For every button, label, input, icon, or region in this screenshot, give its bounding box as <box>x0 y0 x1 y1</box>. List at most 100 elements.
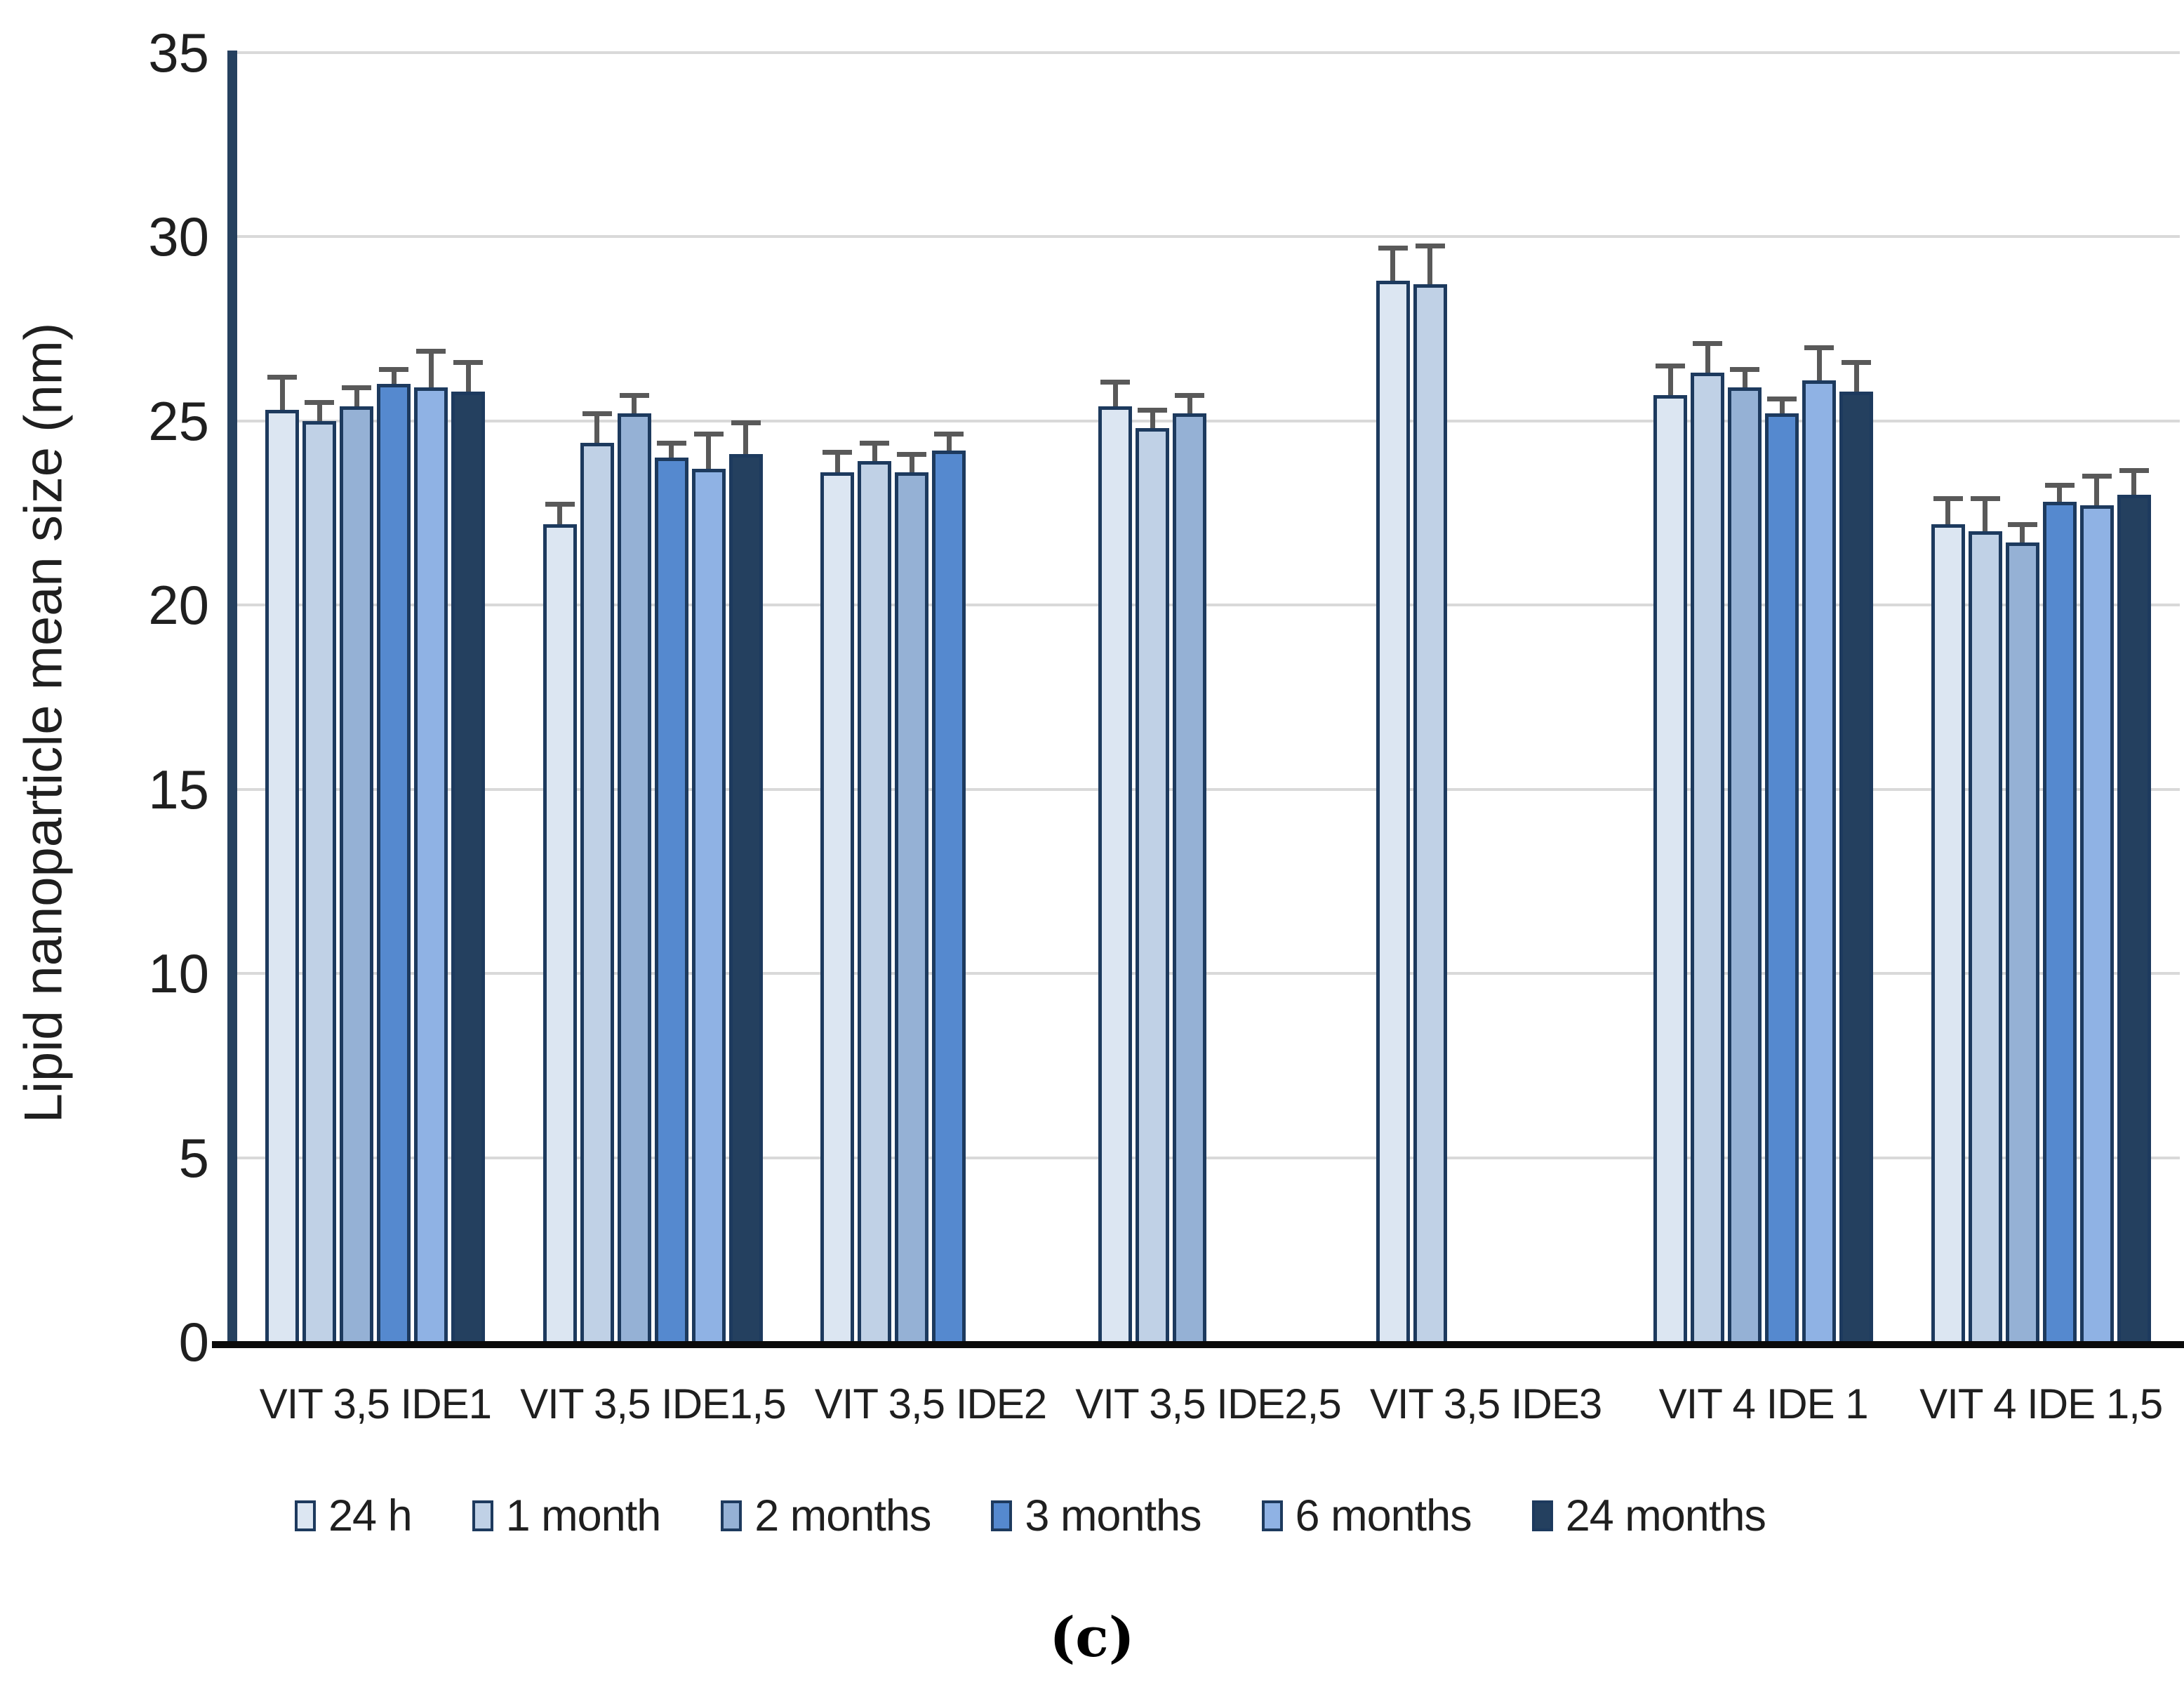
error-bar-cap <box>545 501 575 507</box>
error-bar-cap <box>267 374 298 380</box>
legend-item: 24 months <box>1531 1491 1766 1541</box>
bar <box>451 391 486 1345</box>
error-bar-cap <box>305 400 335 406</box>
error-bar-cap <box>1100 380 1130 385</box>
bar <box>302 420 337 1345</box>
gridline <box>237 1156 2180 1159</box>
bar <box>858 461 892 1345</box>
error-bar-cap <box>860 441 890 446</box>
error-bar-cap <box>693 431 724 437</box>
error-bar-cap <box>582 411 612 416</box>
error-bar-whisker <box>1705 343 1710 373</box>
x-category-label: VIT 3,5 IDE1 <box>259 1380 492 1427</box>
error-bar-whisker <box>279 376 285 410</box>
x-category-label: VIT 3,5 IDE1,5 <box>520 1380 786 1427</box>
gridline <box>237 235 2180 238</box>
error-bar-whisker <box>909 453 914 472</box>
error-bar-whisker <box>1742 369 1747 388</box>
error-bar-cap <box>731 420 761 426</box>
x-axis-line <box>212 1341 2184 1348</box>
error-bar-whisker <box>428 350 434 388</box>
error-bar-cap <box>2007 521 2037 527</box>
error-bar-whisker <box>1390 247 1396 281</box>
error-bar-whisker <box>557 503 563 524</box>
error-bar-whisker <box>1112 382 1118 406</box>
bar <box>1173 413 1206 1345</box>
error-bar-cap <box>1175 392 1204 398</box>
error-bar-cap <box>897 451 927 457</box>
legend-swatch <box>1261 1500 1283 1531</box>
error-bar-whisker <box>2057 485 2063 502</box>
error-bar-whisker <box>706 433 712 469</box>
bar <box>377 384 411 1345</box>
bar <box>2079 505 2114 1345</box>
bar <box>1968 531 2002 1345</box>
y-axis-line <box>227 51 237 1346</box>
bar <box>2005 542 2039 1345</box>
error-bar-cap <box>2082 474 2112 479</box>
error-bar-cap <box>656 441 686 446</box>
y-tick-label: 15 <box>148 758 209 820</box>
error-bar-whisker <box>1945 498 1951 524</box>
bar <box>728 453 763 1345</box>
bar <box>1413 284 1447 1345</box>
bar <box>820 472 855 1345</box>
gridline <box>237 787 2180 791</box>
error-bar-whisker <box>2020 524 2025 542</box>
error-bar-whisker <box>946 433 952 451</box>
legend-item: 3 months <box>991 1491 1202 1541</box>
error-bar-whisker <box>317 402 322 421</box>
legend-label: 24 h <box>328 1491 413 1540</box>
legend-item: 2 months <box>721 1491 931 1541</box>
y-tick-label: 30 <box>148 206 209 267</box>
bar <box>1728 387 1762 1345</box>
gridline <box>237 51 2180 54</box>
error-bar-cap <box>1804 345 1835 350</box>
error-bar-whisker <box>743 422 749 454</box>
error-bar-cap <box>2044 483 2075 488</box>
error-bar-cap <box>2119 468 2149 474</box>
error-bar-whisker <box>669 443 674 458</box>
bar <box>1691 373 1725 1345</box>
legend-swatch <box>991 1500 1013 1531</box>
x-category-label: VIT 4 IDE 1,5 <box>1919 1380 2163 1427</box>
x-category-label: VIT 3,5 IDE3 <box>1369 1380 1602 1427</box>
error-bar-whisker <box>1187 394 1192 413</box>
x-category-label: VIT 3,5 IDE2 <box>814 1380 1047 1427</box>
bar <box>1098 406 1132 1345</box>
error-bar-whisker <box>1667 365 1673 395</box>
error-bar-whisker <box>594 413 600 443</box>
error-bar-whisker <box>1150 409 1155 428</box>
bar <box>542 524 577 1345</box>
legend-label: 6 months <box>1295 1491 1472 1540</box>
bar <box>1931 524 1965 1345</box>
legend-item: 6 months <box>1261 1491 1472 1541</box>
error-bar-cap <box>342 385 372 391</box>
error-bar-whisker <box>465 361 471 392</box>
error-bar-cap <box>1693 341 1723 347</box>
gridline <box>237 604 2180 606</box>
bar <box>1136 428 1169 1345</box>
error-bar-cap <box>1730 367 1760 372</box>
bar <box>617 413 651 1345</box>
error-bar-cap <box>379 367 409 372</box>
error-bar-cap <box>1378 245 1408 251</box>
bar <box>932 450 966 1345</box>
bar <box>1839 391 1874 1345</box>
bar <box>1376 281 1410 1345</box>
bar <box>654 458 688 1345</box>
bar <box>265 409 300 1345</box>
error-bar-cap <box>1656 363 1686 368</box>
error-bar-cap <box>1415 244 1445 249</box>
error-bar-whisker <box>1427 246 1433 285</box>
bar <box>691 468 726 1345</box>
error-bar-cap <box>453 359 484 365</box>
gridline <box>237 419 2180 422</box>
legend-label: 24 months <box>1565 1491 1766 1540</box>
error-bar-cap <box>1933 495 1963 501</box>
error-bar-cap <box>416 348 446 354</box>
error-bar-cap <box>1138 407 1167 413</box>
legend-swatch <box>295 1500 316 1531</box>
legend-swatch <box>721 1500 743 1531</box>
